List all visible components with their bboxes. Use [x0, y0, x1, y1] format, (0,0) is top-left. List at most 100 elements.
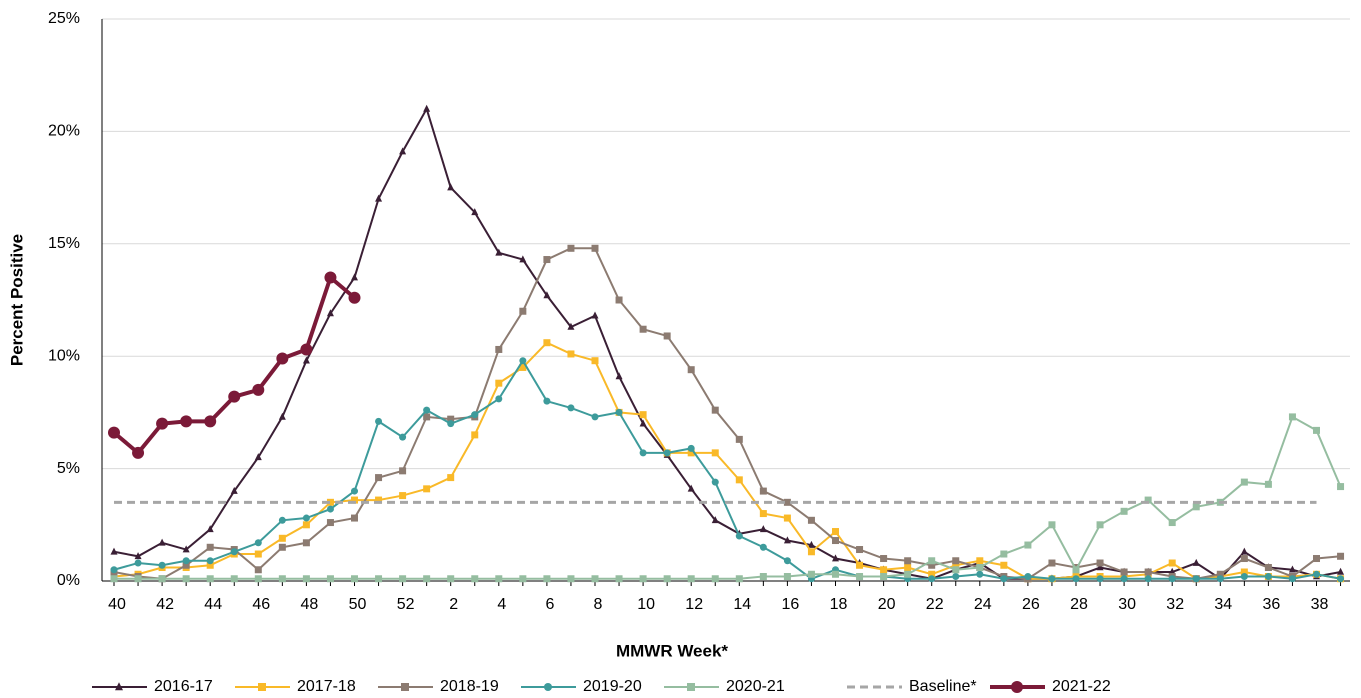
legend-label: Baseline* — [909, 678, 977, 695]
marker — [976, 564, 984, 572]
marker — [832, 528, 839, 536]
marker — [1240, 547, 1248, 555]
marker — [1216, 575, 1224, 583]
x-tick-label: 42 — [156, 596, 174, 613]
marker — [1048, 559, 1056, 567]
marker — [182, 557, 190, 565]
marker — [1072, 566, 1080, 574]
marker — [276, 352, 289, 365]
marker — [832, 554, 839, 562]
marker — [132, 446, 145, 459]
marker — [543, 256, 551, 264]
marker — [278, 412, 286, 420]
x-tick-label: 38 — [1311, 596, 1329, 613]
marker — [639, 575, 647, 583]
marker — [519, 363, 527, 371]
marker — [351, 514, 358, 522]
marker — [735, 575, 743, 583]
marker — [807, 540, 815, 548]
marker — [687, 449, 695, 457]
legend-item: Baseline* — [847, 678, 977, 695]
marker — [1024, 573, 1032, 581]
marker — [711, 478, 719, 486]
x-tick-label: 8 — [594, 596, 603, 613]
marker — [1313, 555, 1320, 563]
marker — [254, 566, 262, 574]
marker — [1192, 558, 1200, 566]
marker — [1240, 573, 1248, 581]
x-tick-label: 4 — [497, 596, 506, 613]
marker — [206, 575, 214, 583]
marker — [639, 419, 647, 427]
marker — [663, 332, 671, 340]
marker — [1120, 575, 1128, 583]
x-tick-label: 24 — [974, 596, 992, 613]
marker — [1024, 541, 1032, 549]
marker — [1168, 519, 1176, 527]
x-tick-label: 14 — [733, 596, 751, 613]
legend-item: 2021-22 — [990, 678, 1111, 695]
y-tick-label: 0% — [57, 572, 80, 589]
marker — [639, 325, 647, 333]
marker — [856, 561, 864, 569]
y-tick-label: 15% — [48, 235, 80, 252]
legend-label: 2016-17 — [154, 678, 213, 695]
marker — [687, 575, 695, 583]
marker — [351, 496, 358, 504]
marker — [471, 411, 479, 419]
marker — [399, 492, 407, 500]
marker — [447, 474, 455, 482]
x-tick-label: 44 — [204, 596, 222, 613]
marker — [591, 413, 599, 421]
marker — [711, 516, 719, 524]
marker — [928, 570, 936, 578]
legend-item: 2018-19 — [378, 678, 499, 695]
marker — [375, 417, 383, 425]
marker — [735, 435, 743, 443]
marker — [711, 449, 719, 457]
marker — [663, 449, 671, 457]
series — [110, 413, 1345, 583]
x-tick-label: 46 — [252, 596, 270, 613]
marker — [1337, 483, 1345, 491]
marker — [375, 194, 383, 202]
marker — [615, 408, 623, 416]
marker — [639, 411, 647, 419]
series-line — [114, 415, 1342, 580]
series-line — [113, 247, 1341, 580]
marker — [832, 570, 839, 578]
marker — [134, 575, 142, 583]
marker — [567, 350, 575, 358]
marker — [302, 356, 310, 364]
marker — [591, 575, 599, 583]
marker — [1288, 575, 1296, 583]
marker — [543, 575, 551, 583]
x-tick-label: 12 — [685, 596, 703, 613]
marker — [519, 307, 527, 315]
marker — [1216, 570, 1224, 578]
marker — [1096, 575, 1104, 583]
marker — [544, 683, 552, 691]
series-line — [113, 358, 1341, 580]
marker — [519, 357, 527, 365]
marker — [326, 519, 334, 527]
x-tick-label: 26 — [1022, 596, 1040, 613]
marker — [495, 395, 503, 403]
marker — [783, 573, 791, 581]
marker — [471, 431, 479, 439]
marker — [928, 557, 936, 565]
x-tick-label: 10 — [637, 596, 655, 613]
marker — [1096, 521, 1104, 529]
marker — [278, 534, 286, 542]
marker — [1120, 568, 1128, 576]
marker — [952, 557, 960, 565]
marker — [1168, 559, 1176, 567]
marker — [401, 683, 409, 691]
marker — [156, 417, 169, 430]
marker — [1011, 681, 1023, 693]
marker — [1144, 575, 1152, 583]
marker — [375, 496, 383, 504]
marker — [206, 543, 214, 551]
y-tick-label: 10% — [48, 347, 80, 364]
marker — [807, 570, 815, 578]
